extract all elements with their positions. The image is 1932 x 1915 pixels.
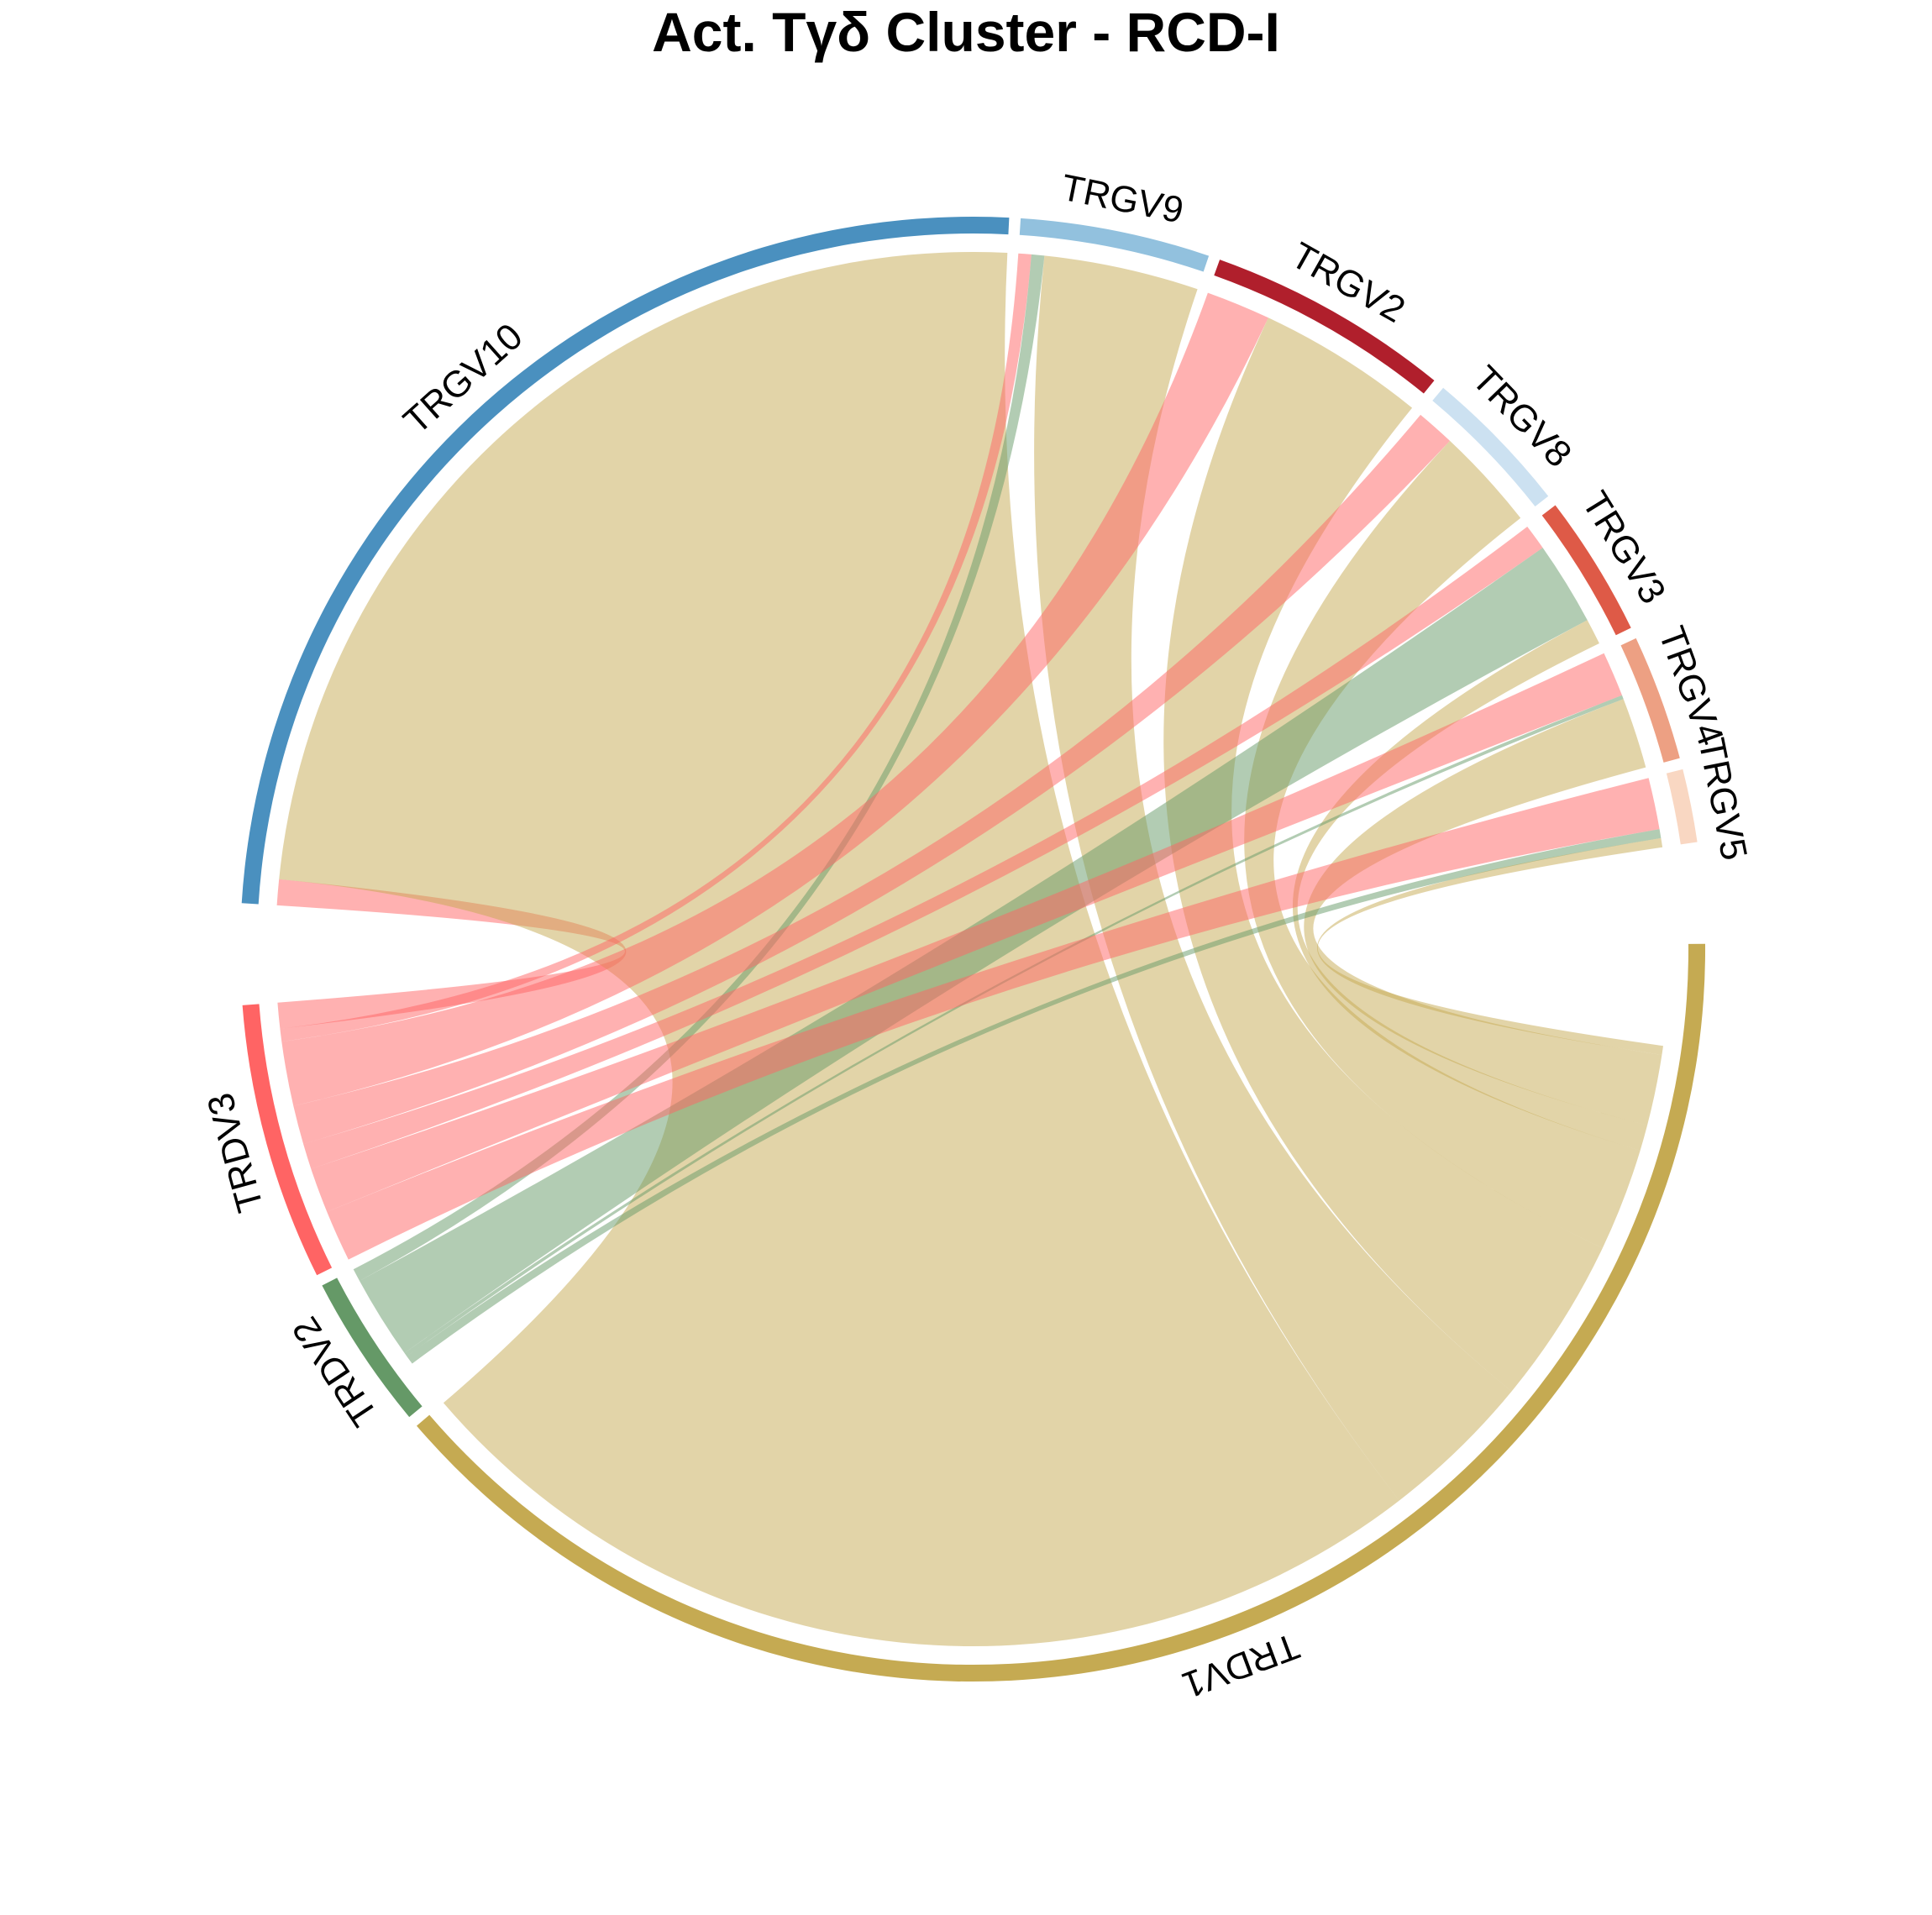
sector-arc-trgv2 (1214, 260, 1435, 394)
sector-label-trgv9: TRGV9 (1058, 167, 1186, 232)
sector-arc-trgv4 (1620, 637, 1680, 763)
sector-arc-trgv9 (1019, 218, 1210, 272)
sector-label-trgv8: TRGV8 (1464, 358, 1579, 475)
sector-label-trgv2: TRGV2 (1284, 234, 1412, 331)
chord-link-trgv4-trdv3 (311, 653, 1622, 1212)
sector-label-trgv5: TRGV5 (1690, 735, 1755, 863)
chord-link-trgv8-trdv1 (1244, 440, 1641, 1248)
chord-link-trgv5-trdv3 (327, 778, 1660, 1260)
sector-arc-trdv2 (322, 1278, 423, 1418)
sector-label-trgv3: TRGV3 (1574, 485, 1674, 611)
sector-arc-trgv8 (1432, 387, 1549, 506)
sector-label-trdv2: TRDV2 (285, 1309, 386, 1433)
sector-arc-trgv5 (1666, 769, 1698, 845)
chord-links (276, 251, 1663, 1647)
chord-link-trgv5-trdv1 (1316, 837, 1663, 1055)
sector-arc-trdv3 (242, 1004, 333, 1276)
sector-arc-trgv3 (1541, 505, 1631, 636)
chart-title: Act. Tγδ Cluster - RCD-I (652, 1, 1280, 63)
sector-arcs (241, 217, 1706, 1682)
chord-link-trgv4-trdv1 (1304, 699, 1662, 1125)
